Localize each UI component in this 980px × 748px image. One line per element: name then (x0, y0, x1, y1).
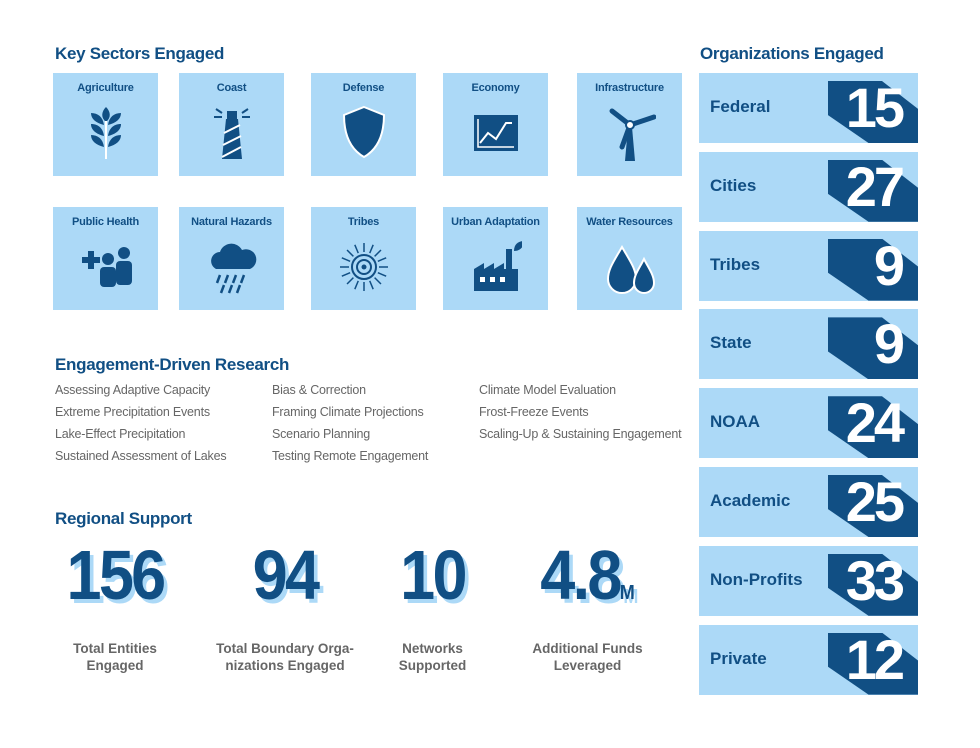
org-federal: Federal 15 (699, 73, 918, 143)
org-name: Federal (710, 97, 771, 116)
research-title: Engagement-Driven Research (55, 355, 290, 374)
research-topic: Assessing Adaptive Capacity (55, 383, 211, 397)
sectors-title: Key Sectors Engaged (55, 44, 225, 63)
research-topic: Bias & Correction (272, 383, 366, 397)
sector-tile-public-health: Public Health (53, 207, 158, 310)
sector-label: Infrastructure (595, 82, 664, 94)
stat-value: 10 (400, 536, 467, 614)
sector-label: Tribes (347, 216, 380, 228)
org-count: 9 (873, 312, 905, 376)
health-people-icon (82, 247, 132, 287)
stat-caption: Additional Funds Leveraged (532, 641, 643, 673)
sector-label: Agriculture (77, 82, 134, 94)
sector-tile-water-resources: Water Resources (577, 207, 682, 310)
sector-label: Coast (216, 82, 247, 94)
factory-leaf-icon (474, 241, 522, 291)
stat-item: 156 Total Entities Engaged (45, 540, 185, 674)
org-name: NOAA (710, 412, 761, 432)
wind-turbine-icon (609, 108, 656, 161)
sun-spiral-icon (340, 243, 388, 291)
stat-item: 94 Total Boundary Orga-nizations Engaged (205, 540, 365, 674)
research-topic: Extreme Precipitation Events (55, 405, 210, 419)
org-noaa: NOAA 24 (699, 388, 918, 459)
org-cities: Cities 27 (699, 151, 918, 222)
org-academic: Academic 25 (699, 467, 918, 537)
stat-caption: Networks Supported (398, 641, 467, 673)
water-drops-icon (606, 244, 656, 294)
org-count: 9 (873, 233, 905, 297)
sector-label: Water Resources (586, 216, 673, 228)
org-name: Non-Profits (710, 569, 803, 589)
org-private: Private 12 (699, 624, 918, 695)
stat-value: 156 (66, 536, 166, 614)
lighthouse-icon (214, 108, 250, 159)
org-name: Private (710, 648, 767, 668)
research-topic: Scaling-Up & Sustaining Engagement (479, 427, 682, 441)
org-count: 27 (845, 154, 905, 218)
org-name: Academic (710, 491, 791, 510)
org-non-profits: Non-Profits 33 (699, 545, 918, 616)
research-topic: Frost-Freeze Events (479, 405, 589, 419)
sector-label: Natural Hazards (191, 216, 272, 228)
research-topic: Testing Remote Engagement (272, 449, 429, 463)
shield-icon (342, 105, 386, 159)
sector-label: Public Health (71, 216, 140, 228)
sector-tile-coast: Coast (179, 73, 284, 176)
sector-tile-urban-adaptation: Urban Adaptation (443, 207, 548, 310)
sector-tile-tribes: Tribes (311, 207, 416, 310)
sector-label: Economy (471, 82, 520, 94)
sector-tile-agriculture: Agriculture (53, 73, 158, 176)
org-tribes: Tribes 9 (699, 230, 918, 301)
org-name: Cities (710, 175, 757, 195)
stat-value: 94 (252, 536, 320, 614)
research-topic: Scenario Planning (272, 427, 371, 441)
support-title: Regional Support (55, 509, 192, 528)
org-count: 15 (845, 76, 905, 139)
research-topic: Climate Model Evaluation (479, 383, 616, 397)
org-count: 24 (845, 391, 905, 455)
stat-item: 4.8M Additional Funds Leveraged (515, 540, 660, 674)
organizations-title: Organizations Engaged (700, 44, 884, 63)
research-topic: Framing Climate Projections (272, 405, 424, 419)
org-name: Tribes (710, 254, 761, 274)
stat-value: 4.8M (540, 536, 635, 614)
wheat-icon (91, 107, 121, 159)
org-count: 25 (845, 470, 905, 533)
research-topic: Sustained Assessment of Lakes (55, 449, 227, 463)
research-topic: Lake-Effect Precipitation (55, 427, 186, 441)
sector-tile-natural-hazards: Natural Hazards (179, 207, 284, 310)
org-count: 33 (845, 548, 905, 612)
sector-tile-defense: Defense (311, 73, 416, 176)
sector-label: Urban Adaptation (451, 216, 540, 228)
stat-caption: Total Entities Engaged (73, 641, 157, 673)
sector-tile-infrastructure: Infrastructure (577, 73, 682, 176)
org-count: 12 (845, 627, 905, 691)
sector-tile-economy: Economy (443, 73, 548, 176)
sector-label: Defense (342, 82, 385, 94)
org-state: State 9 (699, 309, 918, 380)
chart-icon (474, 115, 518, 151)
stat-item: 10 Networks Supported (370, 540, 495, 674)
storm-cloud-icon (211, 243, 257, 294)
stat-caption: Total Boundary Orga-nizations Engaged (216, 641, 354, 673)
org-name: State (710, 333, 752, 353)
